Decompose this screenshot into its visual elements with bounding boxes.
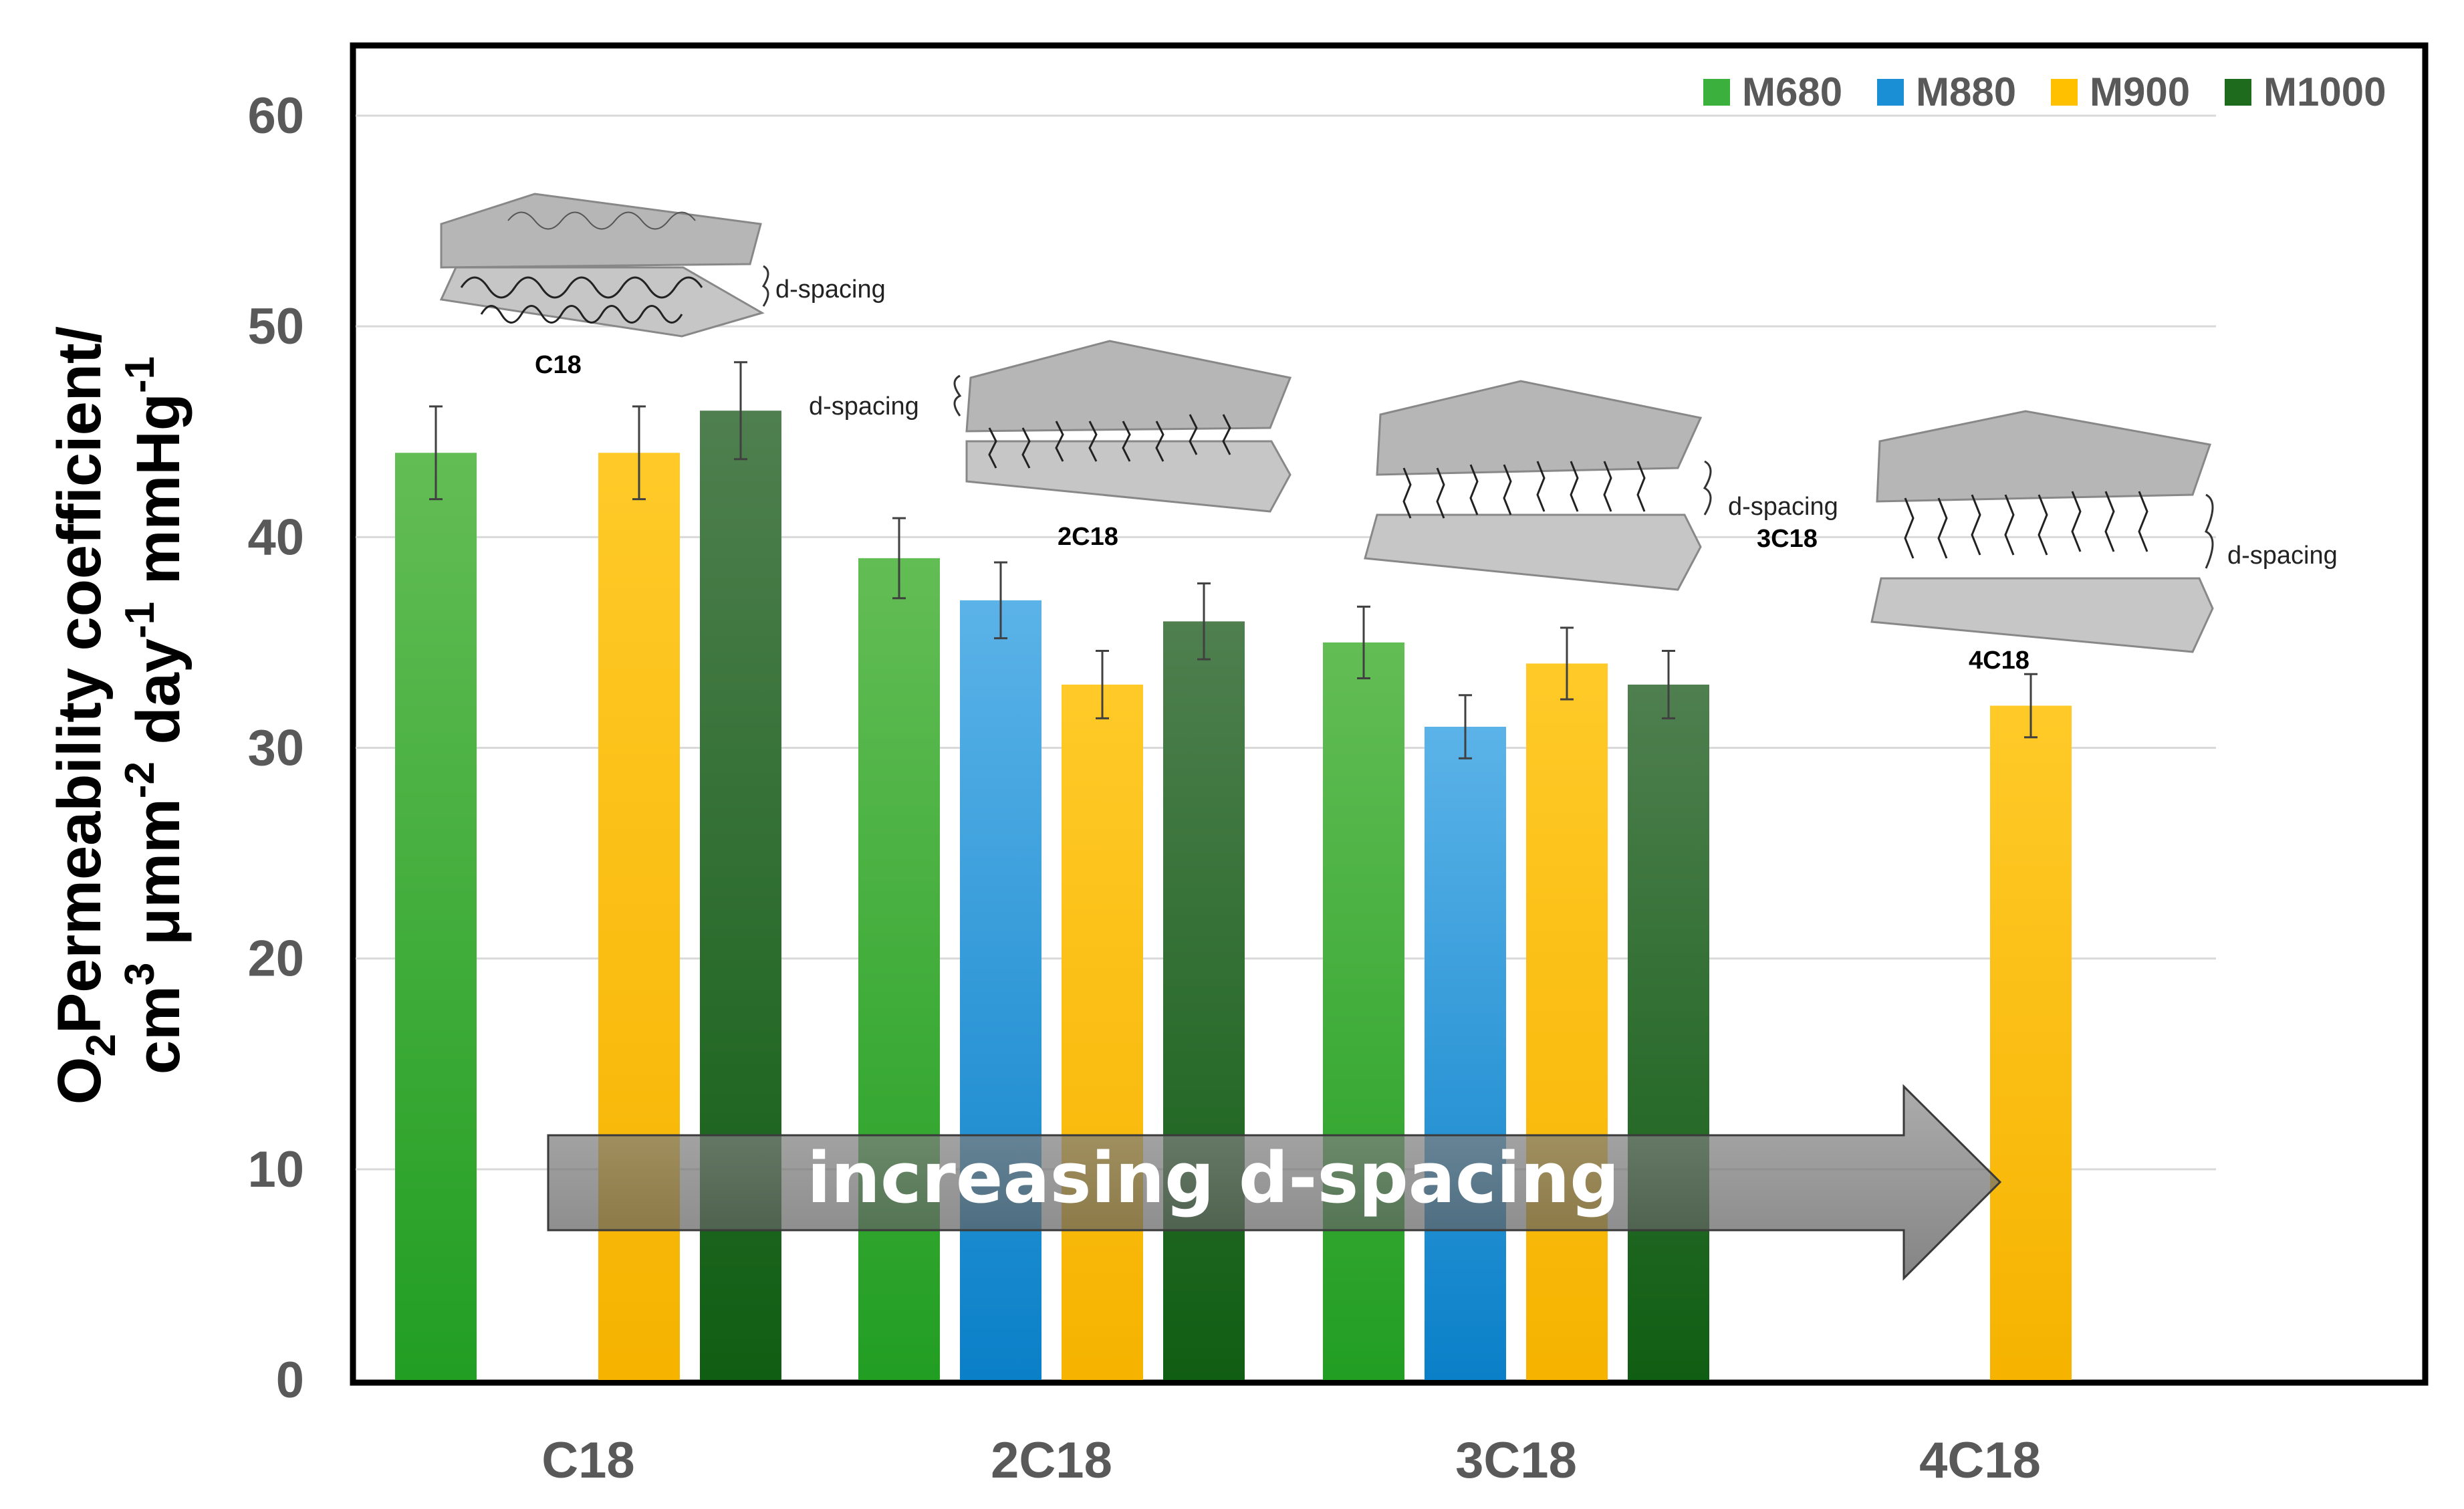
- bar-2C18-M680: [858, 558, 940, 1380]
- bar-4C18-M900: [1990, 705, 2072, 1380]
- x-axis-ticks: C18 2C18 3C18 4C18: [541, 1432, 2041, 1489]
- inset-4c18-schematic: d-spacing 4C18: [1870, 410, 2338, 675]
- svg-text:M880: M880: [1916, 70, 2016, 114]
- inset-c18-schematic: d-spacing C18: [439, 193, 886, 379]
- svg-text:M680: M680: [1742, 70, 1842, 114]
- svg-text:C18: C18: [535, 351, 582, 379]
- increasing-d-spacing-arrow: increasing d-spacing: [547, 1084, 2002, 1281]
- error-bar-4C18-M900: [2024, 673, 2038, 739]
- error-bar-2C18-M900: [1096, 650, 1109, 719]
- error-bar-C18-M680: [429, 405, 443, 501]
- svg-text:3C18: 3C18: [1757, 525, 1818, 553]
- error-bar-C18-M900: [632, 405, 646, 501]
- x-tick-label-3C18: 3C18: [1455, 1432, 1577, 1489]
- error-bar-2C18-M680: [892, 517, 906, 600]
- y-tick-label: 20: [247, 931, 304, 988]
- y-tick-label: 0: [276, 1352, 304, 1409]
- error-bar-2C18-M880: [994, 561, 1007, 640]
- y-tick-label: 40: [247, 509, 304, 566]
- x-tick-label-C18: C18: [541, 1432, 634, 1489]
- svg-text:M1000: M1000: [2263, 70, 2386, 114]
- error-bar-3C18-M880: [1459, 694, 1472, 760]
- svg-text:2C18: 2C18: [1058, 523, 1118, 551]
- bar-2C18-M1000: [1163, 621, 1245, 1380]
- svg-text:4C18: 4C18: [1969, 647, 2029, 675]
- svg-text:M900: M900: [2090, 70, 2190, 114]
- legend-swatch-M1000: [2225, 79, 2251, 106]
- error-bars: [429, 361, 2038, 760]
- error-bar-3C18-M680: [1357, 605, 1370, 679]
- inset-2c18-schematic: d-spacing 2C18: [809, 340, 1292, 551]
- legend: M680 M880 M900 M1000: [1703, 70, 2386, 114]
- legend-item-M680: M680: [1703, 70, 1842, 114]
- bar-3C18-M900: [1526, 663, 1608, 1380]
- legend-item-M1000: M1000: [2225, 70, 2386, 114]
- error-bar-C18-M1000: [734, 361, 747, 461]
- legend-swatch-M680: [1703, 79, 1730, 106]
- legend-swatch-M900: [2051, 79, 2078, 106]
- bar-2C18-M880: [960, 600, 1041, 1381]
- y-axis-ticks: 0 10 20 30 40 50 60: [247, 88, 304, 1409]
- x-tick-label-4C18: 4C18: [1919, 1432, 2041, 1489]
- bar-3C18-M1000: [1628, 684, 1709, 1381]
- bars: [395, 411, 2072, 1381]
- error-bar-3C18-M1000: [1662, 650, 1675, 719]
- y-axis-label: O2Permeability coefficient/ cm3 μmm-2 da…: [45, 326, 193, 1105]
- bar-C18-M1000: [700, 411, 781, 1380]
- bar-3C18-M680: [1323, 642, 1404, 1380]
- y-tick-label: 60: [247, 88, 304, 144]
- error-bar-2C18-M1000: [1197, 582, 1211, 661]
- legend-item-M900: M900: [2051, 70, 2190, 114]
- legend-item-M880: M880: [1877, 70, 2016, 114]
- legend-swatch-M880: [1877, 79, 1904, 106]
- x-tick-label-2C18: 2C18: [991, 1432, 1112, 1489]
- arrow-shape: [547, 1084, 2002, 1281]
- y-tick-label: 50: [247, 298, 304, 355]
- inset-3c18-schematic: d-spacing 3C18: [1364, 380, 1838, 591]
- y-tick-label: 30: [247, 720, 304, 777]
- svg-text:O2Permeability coefficient/: O2Permeability coefficient/: [45, 326, 124, 1105]
- bar-C18-M680: [395, 453, 477, 1381]
- bar-C18-M900: [598, 453, 680, 1381]
- svg-text:d-spacing: d-spacing: [2227, 542, 2338, 570]
- svg-text:d-spacing: d-spacing: [809, 392, 919, 421]
- svg-text:cm3 μmm-2 day-1 mmHg-1: cm3 μmm-2 day-1 mmHg-1: [117, 356, 193, 1074]
- bar-2C18-M900: [1062, 684, 1143, 1381]
- arrow-label: increasing d-spacing: [807, 1137, 1620, 1219]
- bar-3C18-M880: [1425, 726, 1506, 1380]
- svg-text:d-spacing: d-spacing: [775, 275, 886, 304]
- y-tick-label: 10: [247, 1141, 304, 1198]
- svg-text:d-spacing: d-spacing: [1728, 493, 1838, 521]
- error-bar-3C18-M900: [1560, 626, 1574, 701]
